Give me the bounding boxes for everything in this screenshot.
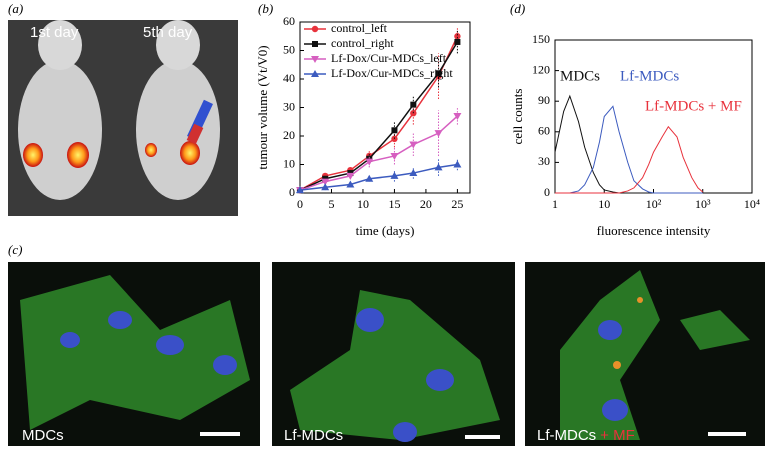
series-line <box>555 105 703 194</box>
point <box>410 101 417 108</box>
point <box>346 180 355 188</box>
y-tick-label: 0 <box>289 185 295 199</box>
point <box>391 127 398 134</box>
legend-label: Lf-Dox/Cur-MDCs_left <box>331 51 447 65</box>
y-tick-label: 10 <box>283 156 295 170</box>
image-label: Lf-MDCs <box>284 427 343 444</box>
image-label: Lf-MDCs + MF <box>537 427 635 444</box>
x-tick-label: 1 <box>552 197 558 211</box>
image-label: + MF <box>600 427 635 444</box>
mouse-image: 1st day 5th day <box>8 20 238 216</box>
point <box>434 163 443 171</box>
point <box>435 70 442 77</box>
x-axis-label: fluorescence intensity <box>597 223 711 238</box>
panel-label: (d) <box>510 1 525 16</box>
legend-label: control_left <box>331 21 388 35</box>
image-label: MDCs <box>22 427 64 444</box>
x-tick-label: 10⁴ <box>744 197 760 211</box>
point <box>311 25 319 33</box>
x-tick-label: 10 <box>357 197 369 211</box>
series-line <box>299 41 459 191</box>
panel-label: (c) <box>8 242 22 257</box>
legend-label: Lf-Dox/Cur-MDCs_right <box>331 66 453 80</box>
y-tick-label: 50 <box>283 42 295 56</box>
x-tick-label: 10 <box>598 197 610 211</box>
x-tick-label: 15 <box>388 197 400 211</box>
series-label: MDCs <box>560 68 600 84</box>
series-label: Lf-MDCs + MF <box>645 98 742 114</box>
point <box>346 172 355 180</box>
point <box>365 158 374 166</box>
point <box>453 113 462 121</box>
x-axis-label: time (days) <box>356 223 415 238</box>
point <box>296 186 304 194</box>
y-tick-label: 120 <box>532 62 550 76</box>
series-line <box>299 35 459 191</box>
point <box>409 141 418 149</box>
point <box>321 178 330 186</box>
point <box>390 171 399 179</box>
x-tick-label: 0 <box>297 197 303 211</box>
y-axis-label: cell counts <box>510 89 525 145</box>
point <box>434 130 443 138</box>
point <box>454 33 461 40</box>
x-tick-label: 10³ <box>695 197 711 211</box>
point <box>365 174 374 182</box>
image-label: Lf-MDCs <box>537 427 596 444</box>
point <box>311 56 319 63</box>
x-tick-label: 5 <box>328 197 334 211</box>
series-label: Lf-MDCs <box>620 68 679 84</box>
point <box>409 169 418 177</box>
x-tick-label: 10² <box>646 197 662 211</box>
y-tick-label: 20 <box>283 128 295 142</box>
x-tick-label: 20 <box>420 197 432 211</box>
point <box>390 152 399 160</box>
y-tick-label: 60 <box>283 14 295 28</box>
y-tick-label: 150 <box>532 32 550 46</box>
point <box>321 183 330 191</box>
y-tick-label: 60 <box>538 124 550 138</box>
series-line <box>299 115 458 191</box>
image-label: 5th day <box>143 24 193 41</box>
point <box>312 41 318 47</box>
y-tick-label: 90 <box>538 93 550 107</box>
legend-label: control_right <box>331 36 394 50</box>
y-tick-label: 30 <box>538 154 550 168</box>
panel-label: (a) <box>8 1 23 16</box>
y-tick-label: 40 <box>283 71 295 85</box>
series-line <box>299 163 458 191</box>
x-tick-label: 25 <box>451 197 463 211</box>
point <box>311 70 319 77</box>
y-tick-label: 30 <box>283 99 295 113</box>
image-label: 1st day <box>30 24 79 41</box>
point <box>454 38 461 45</box>
y-tick-label: 0 <box>544 185 550 199</box>
point <box>453 160 462 168</box>
cell-images: MDCs Lf-MDCs Lf-MDCs + MF <box>8 262 765 446</box>
panel-label: (b) <box>258 1 273 16</box>
series-line <box>555 125 704 194</box>
y-axis-label: tumour volume (Vt/V0) <box>255 45 270 169</box>
plot-frame <box>554 39 753 194</box>
